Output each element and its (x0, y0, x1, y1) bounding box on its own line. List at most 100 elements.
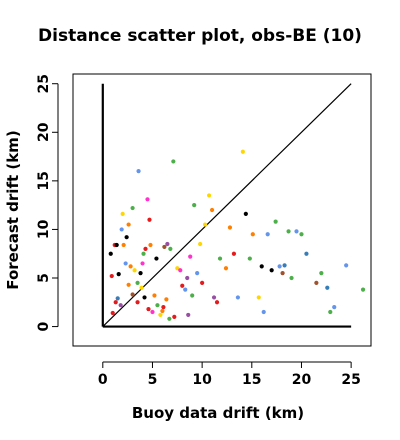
scatter-point (142, 295, 147, 300)
scatter-point (198, 241, 203, 247)
scatter-point (146, 306, 151, 312)
scatter-point (282, 263, 287, 268)
scatter-point (140, 261, 145, 266)
scatter-point (299, 232, 304, 237)
y-tick-label: 0 (36, 321, 52, 331)
y-tick-label: 10 (36, 219, 52, 239)
scatter-point (126, 222, 131, 227)
scatter-point (147, 217, 152, 222)
scatter-point (328, 309, 333, 315)
x-tick-label: 10 (192, 372, 212, 388)
scatter-point (175, 266, 180, 271)
scatter-point (160, 308, 165, 314)
scatter-point (286, 229, 291, 234)
scatter-point (138, 271, 143, 276)
scatter-point (152, 293, 157, 298)
scatter-point (109, 273, 114, 279)
scatter-point (124, 235, 129, 240)
scatter-point (172, 314, 177, 319)
scatter-point (161, 305, 166, 310)
x-axis-label: Buoy data drift (km) (132, 404, 304, 422)
scatter-point (115, 296, 120, 301)
scatter-point (203, 222, 208, 227)
scatter-point (294, 229, 299, 234)
scatter-point (200, 280, 205, 285)
x-tick-label: 5 (148, 372, 158, 388)
scatter-point (304, 251, 309, 256)
y-tick-label: 5 (36, 273, 52, 283)
scatter-point (114, 242, 119, 248)
scatter-point (186, 312, 191, 318)
scatter-point (195, 271, 200, 276)
x-tick-label: 25 (341, 372, 360, 388)
x-axis: 0 5 10 15 20 25 (98, 361, 361, 388)
x-tick-label: 15 (242, 372, 261, 388)
scatter-point (192, 203, 197, 208)
scatter-point (265, 232, 270, 237)
chart-title: Distance scatter plot, obs-BE (10) (38, 26, 362, 46)
scatter-point (247, 256, 252, 261)
scatter-point (164, 297, 169, 302)
scatter-point (332, 305, 337, 310)
scatter-point (269, 268, 274, 273)
scatter-point (119, 227, 124, 232)
data-points (108, 149, 366, 321)
plot-frame (72, 73, 372, 347)
scatter-point (118, 303, 123, 308)
scatter-point (261, 309, 266, 315)
x-tick-label: 20 (292, 372, 312, 388)
y-tick-label: 25 (36, 74, 52, 93)
scatter-point (158, 312, 163, 318)
scatter-point (130, 292, 135, 297)
scatter-point (325, 285, 330, 290)
scatter-point (259, 264, 264, 269)
scatter-point (143, 246, 148, 251)
scatter-point (123, 261, 128, 266)
scatter-point (168, 246, 173, 251)
scatter-point (128, 264, 133, 269)
scatter-point (273, 219, 278, 224)
scatter-point (223, 266, 229, 271)
scatter-point (185, 275, 190, 281)
scatter-point (130, 205, 135, 211)
scatter-point (145, 197, 150, 202)
scatter-point (256, 295, 261, 300)
scatter-point (167, 316, 172, 321)
one-to-one-line (102, 83, 352, 328)
scatter-point (277, 264, 282, 269)
scatter-point (360, 287, 366, 292)
scatter-point (121, 242, 126, 248)
scatter-point (135, 300, 140, 305)
y-axis: 0 5 10 15 20 25 (36, 74, 59, 331)
scatter-point (211, 295, 217, 300)
reference-lines (101, 83, 352, 328)
scatter-point (243, 211, 248, 216)
scatter-point (110, 310, 115, 316)
scatter-point (217, 256, 223, 261)
scatter-point (183, 287, 188, 292)
scatter-point (180, 283, 185, 288)
scatter-point (289, 275, 294, 281)
y-tick-label: 15 (36, 171, 52, 190)
scatter-point (154, 256, 159, 261)
y-tick-label: 20 (36, 122, 52, 142)
scatter-point (280, 271, 285, 276)
scatter-point (231, 251, 237, 256)
scatter-point (141, 251, 146, 256)
scatter-point (150, 309, 155, 315)
scatter-point (116, 272, 121, 277)
scatter-point (178, 268, 183, 273)
scatter-point (132, 268, 137, 273)
scatter-point (227, 225, 233, 230)
scatter-point (155, 303, 160, 308)
scatter-point (108, 251, 113, 256)
scatter-point (190, 293, 195, 298)
y-axis-label: Forecast drift (km) (4, 130, 22, 289)
scatter-point (344, 263, 349, 268)
scatter-point (235, 295, 240, 300)
x-tick-label: 0 (98, 372, 108, 388)
scatter-point (139, 285, 144, 290)
scatter-point (214, 300, 220, 305)
scatter-point (206, 193, 212, 198)
